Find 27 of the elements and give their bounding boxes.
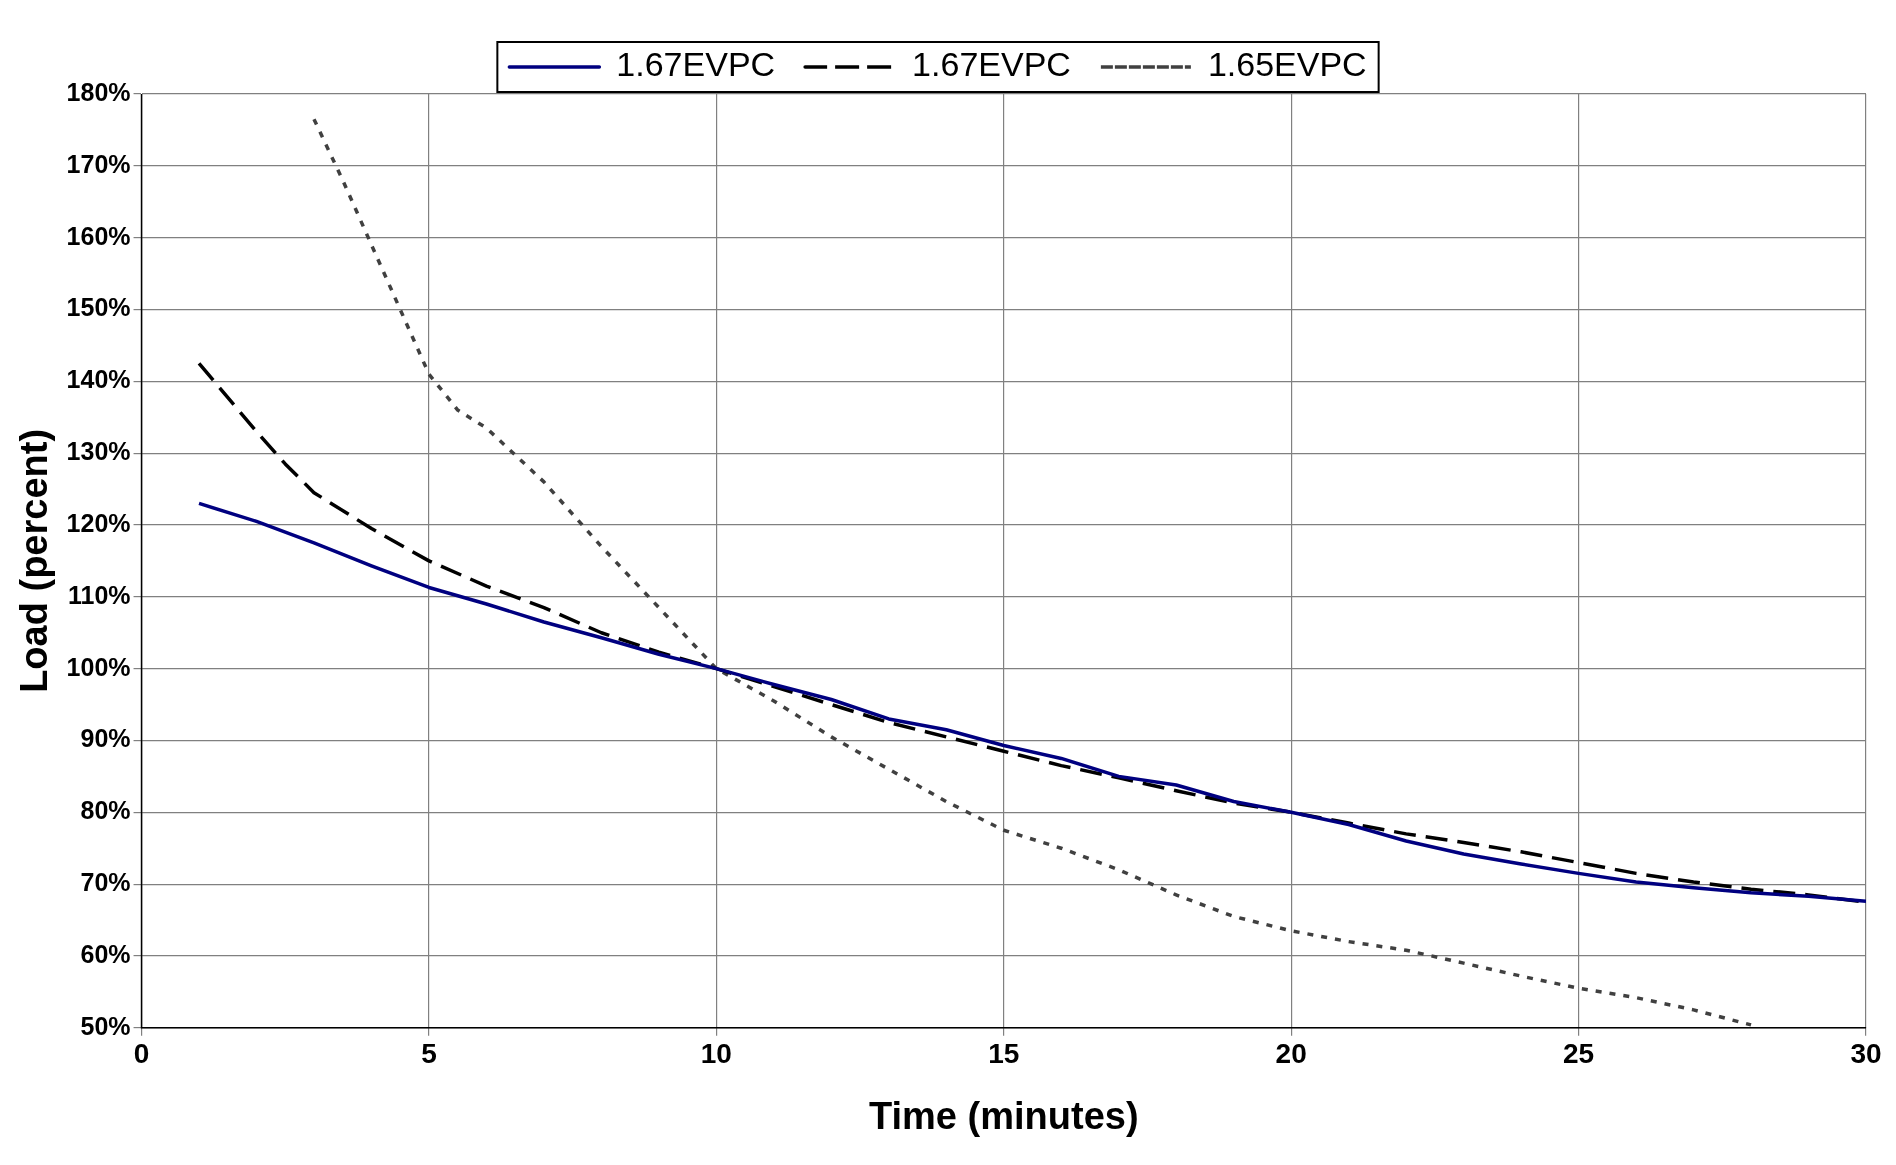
y-tick-label: 130% [66, 437, 131, 466]
y-tick-label: 70% [80, 868, 131, 897]
y-tick-label: 180% [66, 77, 131, 106]
y-tick-label: 160% [66, 221, 131, 250]
y-tick-label: 170% [66, 149, 131, 178]
y-tick-label: 110% [67, 580, 131, 609]
x-tick-label: 5 [421, 1038, 437, 1070]
y-tick-label: 60% [80, 939, 131, 968]
legend-label: 1.67EVPC [912, 45, 1071, 84]
x-tick-label: 25 [1563, 1038, 1595, 1070]
y-tick-label: 50% [80, 1011, 131, 1040]
legend-label: 1.67EVPC [616, 45, 776, 84]
y-tick-label: 150% [66, 293, 131, 322]
x-tick-label: 10 [700, 1038, 732, 1070]
y-tick-label: 100% [66, 652, 131, 681]
x-tick-label: 15 [988, 1038, 1020, 1070]
x-tick-label: 0 [133, 1038, 150, 1070]
legend-label: 1.65EVPC [1207, 45, 1367, 84]
x-axis-title: Time (minutes) [868, 1094, 1139, 1137]
y-axis-title: Load (percent) [13, 428, 56, 693]
line-series [312, 117, 1753, 1027]
y-tick-label: 140% [66, 365, 131, 394]
y-tick-label: 80% [80, 796, 131, 825]
x-tick-label: 30 [1850, 1038, 1882, 1070]
x-tick-label: 20 [1275, 1038, 1307, 1070]
y-tick-label: 120% [66, 508, 131, 537]
y-tick-label: 90% [80, 724, 131, 753]
